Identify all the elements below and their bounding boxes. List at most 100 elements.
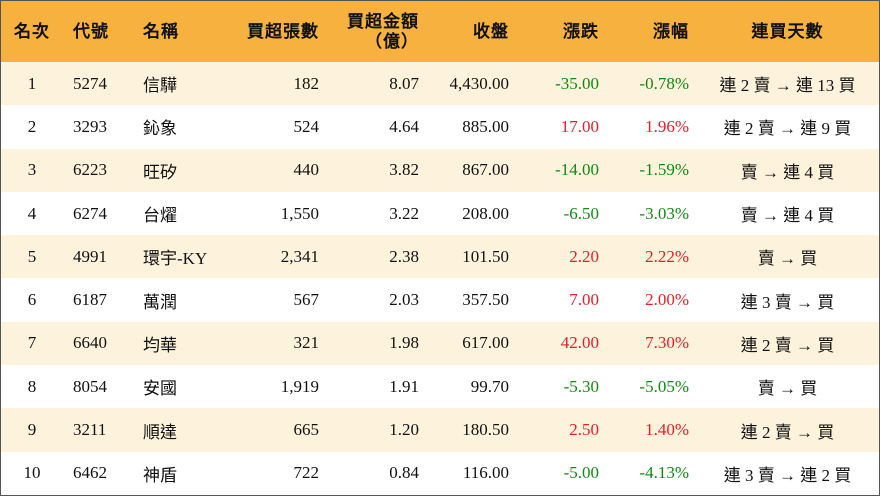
table-cell: 7.00 <box>569 290 599 310</box>
table-cell: 1.96% <box>645 116 689 136</box>
table-cell: 2.03 <box>389 290 419 310</box>
table-cell: 617.00 <box>462 333 509 353</box>
table-cell: 10 <box>23 463 41 483</box>
table-cell: -0.78% <box>639 73 689 93</box>
table-cell: 賣 → 連 4 買 <box>740 206 835 226</box>
table-cell: 6462 <box>73 463 107 483</box>
table-cell: 台燿 <box>143 206 177 226</box>
table-cell: 賣 → 買 <box>757 379 818 399</box>
table-cell: 6 <box>27 290 37 310</box>
table-cell: 賣 → 買 <box>757 249 818 269</box>
table-row: 4 6274 台燿 1,550 3.22 208.00 -6.50 -3.03% 賣 → 連 4… <box>1 191 879 236</box>
table-cell: 6274 <box>73 203 107 223</box>
table-cell: 321 <box>293 333 320 353</box>
header-cell: 買超張數 <box>247 21 319 41</box>
table-cell: 1.40% <box>645 420 689 440</box>
table-cell: 7 <box>27 333 37 353</box>
table-row: 3 6223 旺矽 440 3.82 867.00 -14.00 -1.59% 賣 → 連 4 … <box>1 148 879 192</box>
table-cell: -35.00 <box>555 73 599 93</box>
table-row: 8 8054 安國 1,919 1.91 99.70 -5.30 -5.05% 賣 → 買 <box>1 365 879 409</box>
table-row: 5 4991 環宇-KY 2,341 2.38 101.50 2.20 2.22% 賣 → 買 <box>1 235 879 279</box>
table-cell: 17.00 <box>560 116 599 136</box>
table-cell: -1.59% <box>639 160 689 180</box>
header-cell: 名稱 <box>143 21 179 41</box>
table-cell: 180.50 <box>462 420 509 440</box>
table-cell: 3211 <box>73 420 107 440</box>
table-cell: 867.00 <box>462 160 509 180</box>
table-header: 名次 代號 名稱 買超張數 買超金額 （億） 收盤 漲跌 漲幅 連買天數 <box>1 1 879 62</box>
table-cell: 101.50 <box>462 246 509 266</box>
table-cell: 524 <box>293 116 320 136</box>
header-cell: 收盤 <box>473 21 509 41</box>
header-cell: 代號 <box>73 21 109 41</box>
table-cell: -3.03% <box>639 203 689 223</box>
table-cell: 連 2 賣 → 連 9 買 <box>723 119 852 139</box>
table-row: 10 6462 神盾 722 0.84 116.00 -5.00 -4.13% 連 3 賣 → … <box>1 451 879 495</box>
table-cell: 0.84 <box>389 463 419 483</box>
table-cell: 99.70 <box>470 376 509 396</box>
table-cell: 信驊 <box>143 76 177 96</box>
table-row: 9 3211 順達 665 1.20 180.50 2.50 1.40% 連 2 賣 → 買 <box>1 408 879 452</box>
header-cell: 買超金額 （億） <box>347 11 419 51</box>
table-cell: 665 <box>293 420 320 440</box>
table-cell: 8.07 <box>389 73 419 93</box>
header-cell: 漲跌 <box>563 21 599 41</box>
table-cell: 1.91 <box>389 376 419 396</box>
table-cell: 4.64 <box>389 116 419 136</box>
table-row: 6 6187 萬潤 567 2.03 357.50 7.00 2.00% 連 3 賣 → 買 <box>1 278 879 322</box>
table-cell: 5 <box>27 246 37 266</box>
table-cell: 4991 <box>73 246 107 266</box>
table-cell: 環宇-KY <box>143 249 208 269</box>
table-cell: 1 <box>27 73 37 93</box>
table-cell: 1.20 <box>389 420 419 440</box>
header-row: 名次 代號 名稱 買超張數 買超金額 （億） 收盤 漲跌 漲幅 連買天數 <box>1 1 879 62</box>
table-cell: -4.13% <box>639 463 689 483</box>
table-cell: 4 <box>27 203 37 223</box>
table-cell: 2.20 <box>569 246 599 266</box>
header-cell: 連買天數 <box>751 21 824 41</box>
table-cell: 6640 <box>73 333 107 353</box>
table-cell: 6187 <box>73 290 107 310</box>
table-cell: 鈊象 <box>143 119 177 139</box>
table-cell: 旺矽 <box>143 162 177 182</box>
table-cell: 2.00% <box>645 290 689 310</box>
table-body: 1 5274 信驊 182 8.07 4,430.00 -35.00 -0.78% 連 2 賣 … <box>1 62 879 495</box>
table-cell: 1,919 <box>280 376 319 396</box>
table-cell: -5.00 <box>563 463 599 483</box>
table-cell: 5274 <box>73 73 107 93</box>
table-cell: 8054 <box>73 376 107 396</box>
table-cell: 3293 <box>73 116 107 136</box>
table-cell: 357.50 <box>462 290 509 310</box>
table-cell: 3.22 <box>389 203 419 223</box>
table-cell: 722 <box>293 463 320 483</box>
table-cell: -6.50 <box>563 203 599 223</box>
table-cell: 連 2 賣 → 買 <box>740 422 835 442</box>
table-cell: 2.38 <box>389 246 419 266</box>
table-cell: 神盾 <box>143 465 177 485</box>
table-cell: 連 3 賣 → 連 2 買 <box>723 465 852 485</box>
table-cell: 1.98 <box>389 333 419 353</box>
header-cell: 漲幅 <box>653 21 689 41</box>
table-cell: 42.00 <box>560 333 599 353</box>
table-row: 1 5274 信驊 182 8.07 4,430.00 -35.00 -0.78% 連 2 賣 … <box>1 62 879 106</box>
table-cell: 萬潤 <box>143 292 177 312</box>
table-cell: 7.30% <box>645 333 689 353</box>
table-cell: 9 <box>27 420 37 440</box>
table-cell: 567 <box>293 290 320 310</box>
table-cell: -5.05% <box>639 376 689 396</box>
table-cell: 3.82 <box>389 160 419 180</box>
table-cell: -14.00 <box>555 160 599 180</box>
table-row: 7 6640 均華 321 1.98 617.00 42.00 7.30% 連 2 賣 → 買 <box>1 321 879 366</box>
table-cell: 2 <box>27 116 37 136</box>
table-cell: 3 <box>27 160 37 180</box>
table-cell: 順達 <box>143 422 177 442</box>
table-cell: 208.00 <box>462 203 509 223</box>
header-cell: 名次 <box>14 21 50 41</box>
table-cell: 連 2 賣 → 連 13 買 <box>719 76 856 96</box>
table-cell: 6223 <box>73 160 107 180</box>
table-cell: 8 <box>27 376 37 396</box>
table-cell: 2.50 <box>569 420 599 440</box>
table-cell: 連 3 賣 → 買 <box>740 292 835 312</box>
